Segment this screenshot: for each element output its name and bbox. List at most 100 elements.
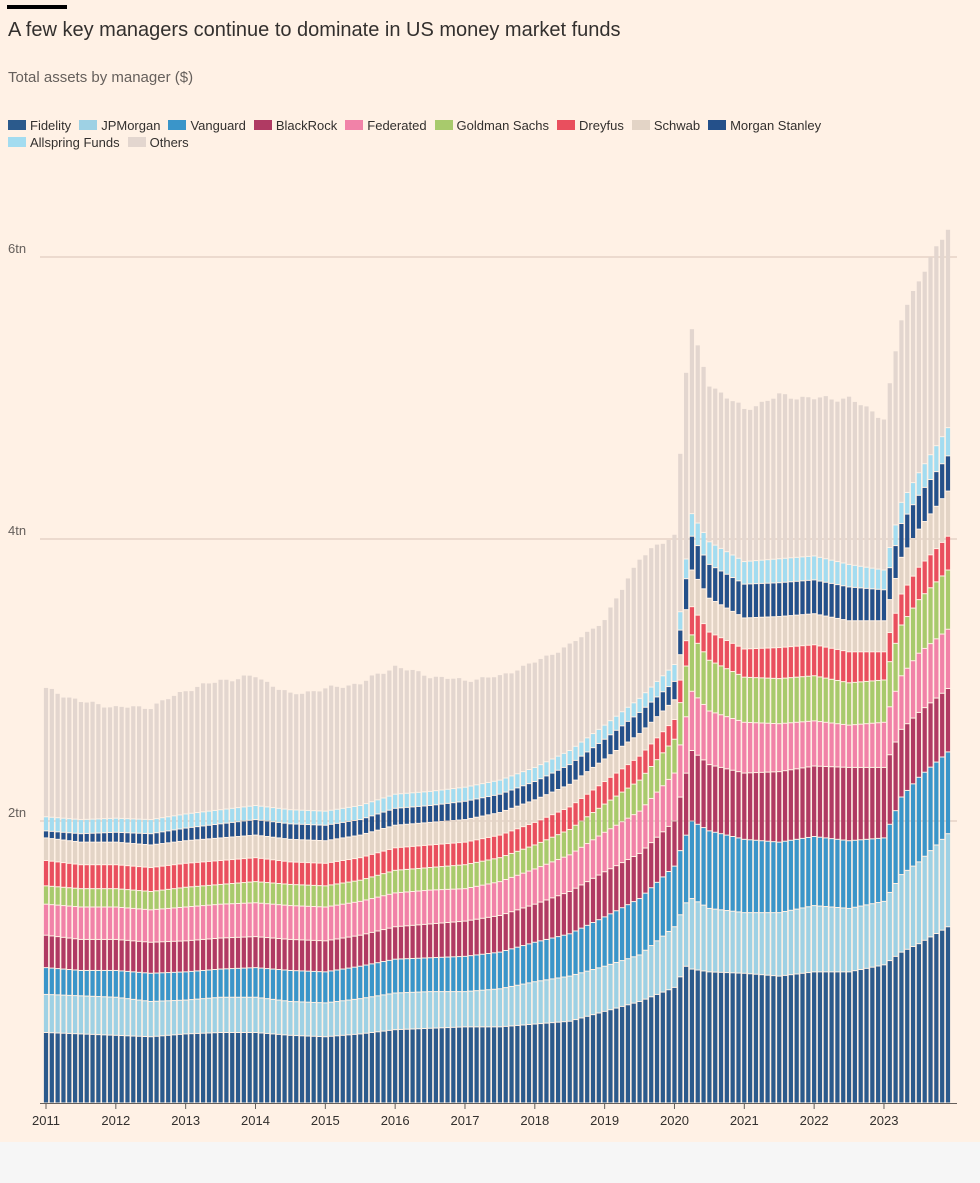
bar-segment-jpmorgan <box>870 904 875 967</box>
bar-segment-dreyfus <box>474 840 479 862</box>
bar-segment-blackrock <box>369 932 374 964</box>
bar-segment-dreyfus <box>846 652 852 683</box>
bar-segment-dreyfus <box>771 648 776 678</box>
bar-segment-morgan-stanley <box>864 588 869 621</box>
bar-segment-blackrock <box>422 924 427 958</box>
bar-segment-schwab <box>329 840 334 862</box>
bar-segment-blackrock <box>771 772 776 842</box>
bar-segment-dreyfus <box>509 831 514 853</box>
bar-segment-goldman-sachs <box>404 869 409 892</box>
bar-segment-vanguard <box>160 973 165 1001</box>
bar-segment-others <box>852 401 857 565</box>
bar-segment-goldman-sachs <box>329 885 334 906</box>
bar-segment-schwab <box>154 844 159 867</box>
bar-segment-schwab <box>265 837 270 859</box>
bar-segment-goldman-sachs <box>230 884 235 904</box>
bar-segment-dreyfus <box>858 652 863 682</box>
bar-segment-vanguard <box>782 841 788 911</box>
bar-segment-federated <box>876 723 881 767</box>
bar-segment-vanguard <box>294 971 299 1002</box>
bar-segment-federated <box>427 890 433 924</box>
bar-segment-goldman-sachs <box>119 889 124 907</box>
bar-segment-vanguard <box>561 935 567 977</box>
bar-segment-fidelity <box>113 1035 118 1103</box>
bar-segment-morgan-stanley <box>823 582 828 616</box>
bar-segment-allspring-funds <box>427 791 433 805</box>
bar-segment-vanguard <box>823 838 828 907</box>
bar-segment-morgan-stanley <box>724 574 729 608</box>
chart-subtitle: Total assets by manager ($) <box>8 69 194 86</box>
bar-segment-dreyfus <box>49 861 54 886</box>
bar-segment-others <box>218 679 223 810</box>
x-tick-label: 2020 <box>660 1113 689 1128</box>
bar-segment-vanguard <box>899 797 904 875</box>
bar-segment-federated <box>329 906 334 940</box>
bar-segment-vanguard <box>614 911 619 962</box>
bar-segment-jpmorgan <box>765 913 770 975</box>
bar-segment-jpmorgan <box>788 910 793 975</box>
bar-segment-fidelity <box>835 972 840 1103</box>
bar-segment-fidelity <box>253 1033 258 1103</box>
bar-segment-morgan-stanley <box>340 822 345 838</box>
bar-segment-federated <box>817 722 823 766</box>
bar-segment-blackrock <box>736 772 741 838</box>
bar-segment-allspring-funds <box>910 483 916 505</box>
bar-segment-schwab <box>107 842 113 865</box>
bar-segment-blackrock <box>777 772 782 842</box>
bar-segment-dreyfus <box>765 648 770 678</box>
bar-segment-morgan-stanley <box>707 564 712 598</box>
bar-segment-fidelity <box>654 994 660 1103</box>
legend-item-blackrock: BlackRock <box>253 117 337 133</box>
bar-segment-schwab <box>631 738 636 760</box>
bar-segment-morgan-stanley <box>206 825 212 839</box>
bar-segment-dreyfus <box>282 861 287 884</box>
bar-segment-schwab <box>887 600 892 633</box>
bar-segment-morgan-stanley <box>812 580 817 614</box>
bar-segment-fidelity <box>107 1035 113 1103</box>
bar-segment-jpmorgan <box>684 903 689 966</box>
bar-segment-others <box>340 687 345 808</box>
bar-segment-allspring-funds <box>538 765 543 779</box>
bar-segment-goldman-sachs <box>422 868 427 891</box>
x-tick-label: 2023 <box>870 1113 899 1128</box>
bar-segment-schwab <box>404 824 409 847</box>
bar-segment-allspring-funds <box>689 514 695 536</box>
bar-segment-vanguard <box>881 838 887 901</box>
bar-segment-allspring-funds <box>835 562 840 585</box>
bar-segment-allspring-funds <box>189 813 194 827</box>
bar-segment-federated <box>916 653 921 712</box>
bar-segment-goldman-sachs <box>870 681 875 723</box>
bar-segment-allspring-funds <box>183 814 188 828</box>
bar-segment-goldman-sachs <box>486 860 491 884</box>
bar-segment-goldman-sachs <box>684 666 689 717</box>
bar-segment-vanguard <box>387 960 392 994</box>
bar-segment-federated <box>218 904 223 938</box>
bar-segment-schwab <box>800 615 805 646</box>
bar-segment-federated <box>206 905 212 939</box>
bar-segment-fidelity <box>800 973 805 1103</box>
bar-segment-goldman-sachs <box>649 766 654 798</box>
bar-segment-schwab <box>369 832 374 854</box>
bar-segment-morgan-stanley <box>730 578 735 611</box>
bar-segment-jpmorgan <box>43 994 49 1032</box>
bar-segment-fidelity <box>84 1034 89 1103</box>
bar-segment-vanguard <box>183 972 188 1000</box>
bar-segment-jpmorgan <box>171 1001 177 1035</box>
bar-segment-fidelity <box>748 974 753 1103</box>
bar-segment-federated <box>445 889 450 923</box>
bar-segment-goldman-sachs <box>398 870 404 892</box>
legend-swatch <box>345 120 364 130</box>
bar-segment-others <box>183 691 188 814</box>
bar-segment-federated <box>631 815 636 856</box>
bar-segment-morgan-stanley <box>183 828 188 841</box>
bar-segment-jpmorgan <box>177 1000 182 1034</box>
bar-segment-others <box>352 683 357 806</box>
bar-segment-allspring-funds <box>724 552 729 574</box>
bar-segment-goldman-sachs <box>410 869 415 891</box>
bar-segment-allspring-funds <box>823 559 828 582</box>
bar-segment-allspring-funds <box>230 808 235 822</box>
bar-segment-dreyfus <box>270 860 276 883</box>
bar-segment-others <box>544 655 549 762</box>
bar-segment-jpmorgan <box>61 995 66 1033</box>
bar-segment-federated <box>945 629 951 688</box>
